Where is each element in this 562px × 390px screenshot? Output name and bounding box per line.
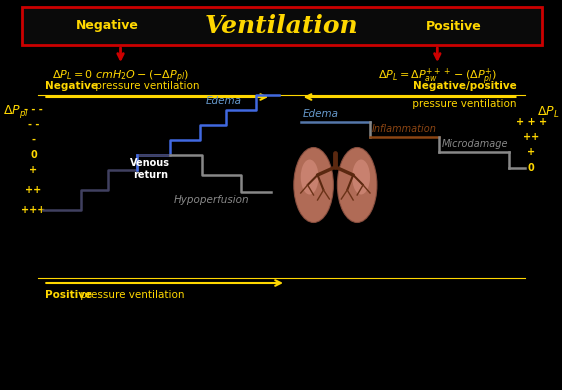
- Text: +: +: [527, 147, 536, 157]
- Text: ++: ++: [523, 132, 540, 142]
- Text: Inflammation: Inflammation: [372, 124, 437, 134]
- Text: Negative: Negative: [46, 81, 98, 91]
- Text: Edema: Edema: [206, 96, 242, 106]
- Ellipse shape: [337, 147, 377, 223]
- Ellipse shape: [352, 160, 370, 195]
- Text: pressure ventilation: pressure ventilation: [77, 290, 184, 300]
- Text: Positive: Positive: [427, 20, 482, 32]
- Text: pressure ventilation: pressure ventilation: [92, 81, 200, 91]
- Text: +++: +++: [21, 205, 46, 215]
- Text: Positive: Positive: [46, 290, 92, 300]
- Text: Ventilation: Ventilation: [205, 14, 359, 38]
- Text: + + +: + + +: [516, 117, 547, 127]
- Text: Negative/positive: Negative/positive: [413, 81, 516, 91]
- Text: 0: 0: [30, 150, 37, 160]
- Text: Negative: Negative: [76, 20, 139, 32]
- Text: ++: ++: [25, 185, 42, 195]
- Text: $\Delta P_{pl}$: $\Delta P_{pl}$: [3, 103, 29, 121]
- Text: $\Delta P_L = \Delta P_{aw}^{+++} - (\Delta P_{pl}^{+})$: $\Delta P_L = \Delta P_{aw}^{+++} - (\De…: [378, 67, 497, 87]
- Text: Venous
return: Venous return: [130, 158, 170, 180]
- Text: Hypoperfusion: Hypoperfusion: [174, 195, 250, 205]
- Text: +: +: [29, 165, 38, 175]
- Text: $\Delta P_L = 0\ cmH_2O - (-\Delta P_{pl})$: $\Delta P_L = 0\ cmH_2O - (-\Delta P_{pl…: [52, 69, 189, 85]
- Text: Microdamage: Microdamage: [441, 139, 508, 149]
- Text: - -: - -: [28, 120, 39, 130]
- Text: - - -: - - -: [24, 105, 43, 115]
- Ellipse shape: [301, 160, 319, 195]
- Text: 0: 0: [528, 163, 535, 173]
- Text: Edema: Edema: [303, 109, 339, 119]
- Ellipse shape: [294, 147, 333, 223]
- Text: pressure ventilation: pressure ventilation: [409, 99, 516, 109]
- Text: $\Delta P_L$: $\Delta P_L$: [537, 105, 559, 120]
- Bar: [21, 7, 542, 45]
- Text: -: -: [31, 135, 35, 145]
